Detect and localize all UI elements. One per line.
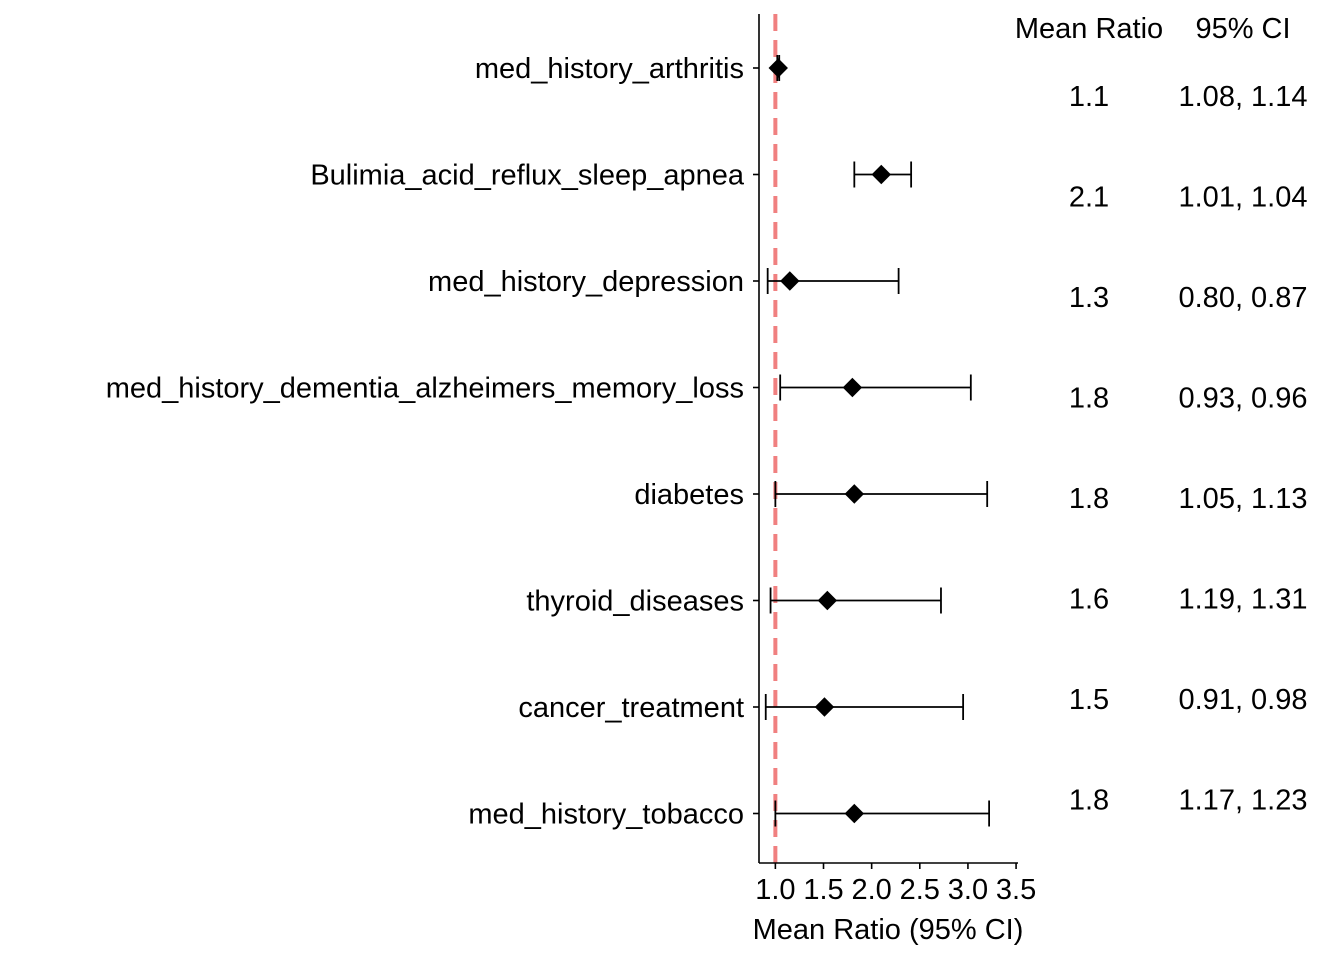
table-cell-mean-ratio: 1.1: [1069, 81, 1109, 113]
table-cell-mean-ratio: 1.8: [1069, 785, 1109, 817]
x-tick-label: 2.0: [851, 874, 891, 906]
row-label: med_history_depression: [428, 266, 744, 298]
axes-layer: [753, 14, 1018, 864]
table-cell-ci: 1.08, 1.14: [1179, 81, 1308, 113]
table-cell-ci: 1.05, 1.13: [1179, 483, 1308, 515]
table-header-ci: 95% CI: [1195, 13, 1290, 45]
estimate-diamond: [844, 484, 865, 504]
x-tick-label: 1.0: [755, 874, 795, 906]
row-labels-layer: med_history_arthritis Bulimia_acid_reflux…: [106, 53, 745, 831]
table-cell-mean-ratio: 1.3: [1069, 282, 1109, 314]
table-cell-mean-ratio: 1.8: [1069, 383, 1109, 415]
estimate-diamond: [842, 377, 863, 398]
estimate-diamond: [780, 271, 800, 291]
x-tick-label: 1.5: [803, 874, 843, 906]
x-tick-label: 3.5: [996, 874, 1036, 906]
row-label: Bulimia_acid_reflux_sleep_apnea: [310, 160, 745, 192]
estimate-diamond: [844, 803, 865, 824]
row-label: med_history_tobacco: [468, 799, 744, 831]
row-label: cancer_treatment: [518, 692, 744, 724]
table-cell-ci: 0.80, 0.87: [1179, 282, 1308, 314]
table-cell-ci: 0.91, 0.98: [1179, 684, 1308, 716]
estimate-diamond: [871, 164, 891, 185]
row-label: diabetes: [634, 479, 744, 511]
row-label: med_history_arthritis: [475, 53, 744, 85]
estimate-diamond: [814, 697, 835, 717]
estimate-diamond: [768, 58, 788, 78]
x-axis-title: Mean Ratio (95% CI): [753, 914, 1024, 946]
table-cell-mean-ratio: 1.6: [1069, 584, 1109, 616]
table-cell-ci: 1.17, 1.23: [1179, 785, 1308, 817]
table-cell-mean-ratio: 2.1: [1069, 182, 1109, 214]
x-tick-label: 2.5: [900, 874, 940, 906]
estimate-diamond: [817, 590, 838, 611]
table-cell-mean-ratio: 1.8: [1069, 483, 1109, 515]
estimates-table: Mean Ratio 95% CI 1.1 1.08, 1.14 2.1 1.01, …: [1015, 13, 1308, 817]
table-cell-ci: 1.19, 1.31: [1179, 584, 1308, 616]
table-header-mean-ratio: Mean Ratio: [1015, 13, 1163, 45]
table-cell-ci: 0.93, 0.96: [1179, 383, 1308, 415]
table-cell-ci: 1.01, 1.04: [1179, 182, 1308, 214]
x-ticks-layer: 1.0 1.5 2.0 2.5 3.0 3.5: [755, 863, 1036, 906]
row-label: med_history_dementia_alzheimers_memory_l…: [106, 373, 744, 405]
table-cell-mean-ratio: 1.5: [1069, 684, 1109, 716]
x-tick-label: 3.0: [948, 874, 988, 906]
row-label: thyroid_diseases: [526, 586, 744, 618]
marks-layer: [764, 55, 991, 827]
